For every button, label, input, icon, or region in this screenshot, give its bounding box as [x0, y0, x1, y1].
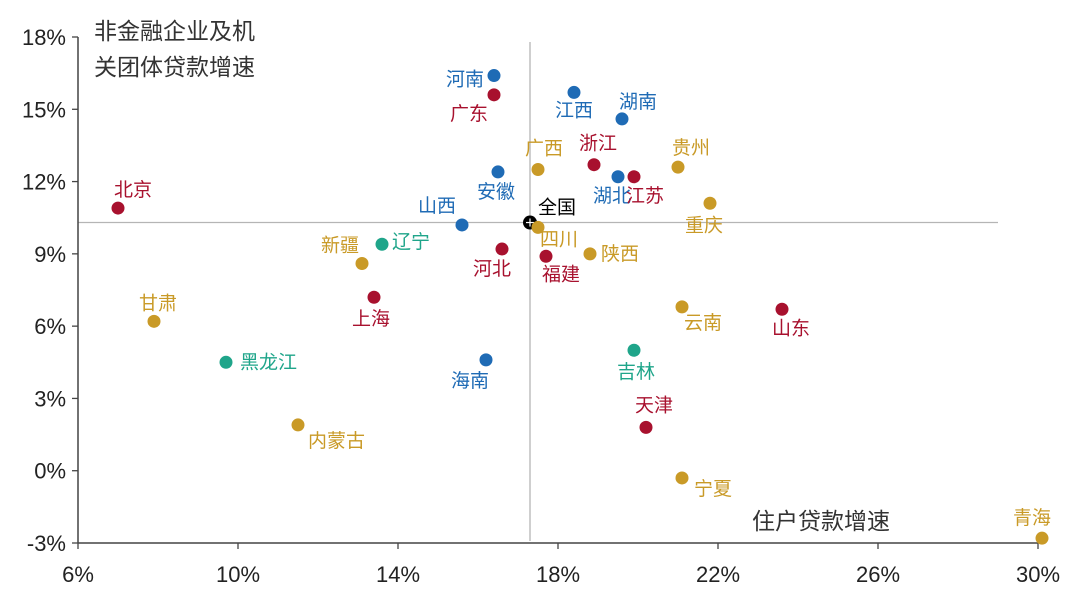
point-label: 湖北 — [593, 185, 631, 207]
x-tick-label: 6% — [62, 562, 94, 587]
point-label: 河南 — [446, 69, 484, 91]
axes — [72, 36, 1039, 549]
x-tick-label: 22% — [696, 562, 740, 587]
point-label: 全国 — [538, 197, 576, 219]
x-tick-label: 26% — [856, 562, 900, 587]
data-points — [111, 69, 1049, 545]
data-point — [375, 237, 389, 251]
data-point — [531, 163, 545, 177]
x-tick-label: 14% — [376, 562, 420, 587]
data-point — [611, 170, 625, 184]
point-label: 甘肃 — [139, 292, 177, 314]
data-point — [775, 302, 789, 316]
x-tick-label: 10% — [216, 562, 260, 587]
data-point — [627, 343, 641, 357]
x-axis-title: 住户贷款增速 — [752, 509, 890, 535]
data-point — [675, 300, 689, 314]
point-label: 辽宁 — [392, 231, 430, 253]
y-tick-label: -3% — [27, 531, 66, 556]
data-point — [111, 201, 125, 215]
point-label: 内蒙古 — [308, 430, 365, 452]
data-point — [671, 160, 685, 174]
point-label: 广东 — [450, 103, 488, 125]
data-point — [531, 220, 545, 234]
data-point — [147, 314, 161, 328]
point-label: 宁夏 — [694, 478, 732, 500]
data-point — [539, 249, 553, 263]
data-point — [487, 88, 501, 102]
data-point — [487, 69, 501, 83]
y-axis-title-line-1: 非金融企业及机 — [94, 19, 255, 45]
data-point — [703, 196, 717, 210]
data-point — [355, 256, 369, 270]
data-point — [587, 158, 601, 172]
point-label: 江苏 — [626, 185, 664, 207]
data-point — [367, 290, 381, 304]
x-tick-label: 30% — [1016, 562, 1060, 587]
axis-titles: 非金融企业及机 关团体贷款增速 住户贷款增速 — [94, 19, 890, 535]
data-point — [675, 471, 689, 485]
point-label: 重庆 — [685, 214, 723, 236]
data-point — [491, 165, 505, 179]
y-tick-label: 15% — [22, 97, 66, 122]
data-point — [627, 170, 641, 184]
point-label: 福建 — [542, 263, 580, 285]
data-point — [1035, 531, 1049, 545]
point-label: 山西 — [418, 195, 456, 217]
reference-lines — [78, 42, 998, 541]
y-tick-label: 9% — [34, 242, 66, 267]
point-label: 海南 — [451, 370, 489, 392]
x-tick-label: 18% — [536, 562, 580, 587]
data-point — [639, 420, 653, 434]
point-label: 新疆 — [321, 234, 359, 256]
data-point — [567, 85, 581, 99]
y-axis-title-line-2: 关团体贷款增速 — [94, 55, 255, 81]
data-point — [495, 242, 509, 256]
point-label: 河北 — [473, 258, 511, 280]
data-point — [615, 112, 629, 126]
y-tick-label: 18% — [22, 25, 66, 50]
point-label: 云南 — [684, 312, 722, 334]
data-point — [219, 355, 233, 369]
y-tick-label: 0% — [34, 459, 66, 484]
y-tick-label: 6% — [34, 314, 66, 339]
data-point — [583, 247, 597, 261]
point-label: 广西 — [525, 138, 563, 160]
point-label: 天津 — [635, 394, 673, 416]
point-label: 浙江 — [579, 133, 617, 155]
point-label: 江西 — [555, 99, 593, 121]
point-label: 贵州 — [672, 137, 710, 159]
point-label: 山东 — [772, 317, 810, 339]
point-label: 四川 — [540, 228, 578, 250]
point-label: 北京 — [114, 179, 152, 201]
point-label: 吉林 — [617, 361, 655, 383]
point-label: 湖南 — [619, 91, 657, 113]
y-tick-label: 12% — [22, 170, 66, 195]
point-label: 陕西 — [601, 243, 639, 265]
point-label: 安徽 — [477, 181, 515, 203]
data-point — [479, 353, 493, 367]
point-label: 青海 — [1013, 507, 1051, 529]
y-tick-label: 3% — [34, 386, 66, 411]
data-point — [291, 418, 305, 432]
tick-labels: -3% 0% 3% 6% 9% 12% 15% 18% 6% 10% 14% 18% 22% 26% 30% — [22, 25, 1060, 587]
data-point — [455, 218, 469, 232]
point-label: 黑龙江 — [240, 351, 297, 373]
point-label: 上海 — [352, 308, 390, 330]
